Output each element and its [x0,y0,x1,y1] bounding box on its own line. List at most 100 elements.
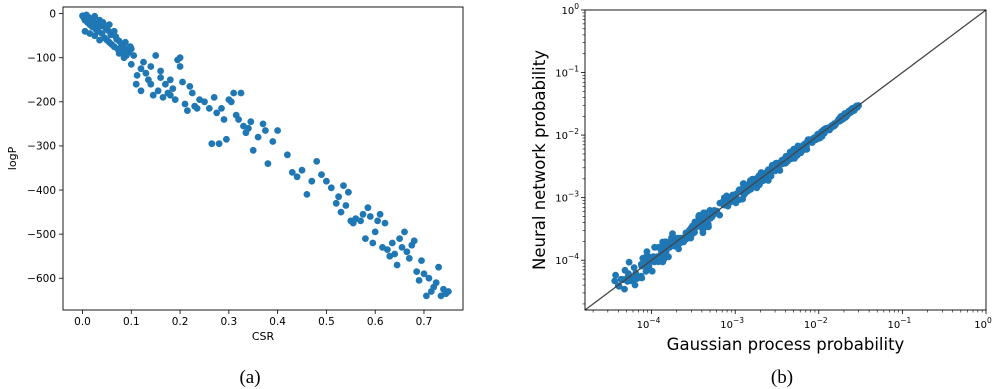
scatter-point [335,193,342,201]
scatter-point [638,274,646,282]
scatter-point [359,210,367,218]
scatter-point [695,212,703,219]
scatter-point [254,133,262,141]
scatter-point [393,261,401,269]
scatter-point [767,172,775,180]
scatter-point [137,65,145,73]
scatter-point [147,63,155,70]
scatter-point [130,52,138,59]
y-tick-label: −300 [27,141,56,153]
scatter-point [432,279,440,287]
scatter-point [201,98,208,106]
scatter-point [611,277,619,285]
scatter-point [357,217,364,225]
scatter-point [159,94,167,101]
scatter-point [423,292,430,300]
scatter-point [184,107,191,114]
scatter-point [676,239,684,247]
scatter-point [420,270,428,278]
panel-a: 0.0 0.1 0.2 0.3 0.4 0.5 0.6 0.7 0 −100 −200 −300 −40… [6,6,464,388]
x-tick-label: 0.4 [269,316,286,328]
scatter-point [120,54,128,62]
scatter-point [245,124,252,132]
scatter-point [152,52,160,59]
y-tick-label: −200 [27,97,56,109]
caption-b: (b) [771,367,793,388]
scatter-point [96,36,103,44]
scatter-point [147,80,155,88]
scatter-point [193,105,201,112]
scatter-point [115,49,123,57]
scatter-point [127,60,135,68]
plot-frame [62,6,464,311]
scatter-point [308,177,316,185]
scatter-point [274,127,281,134]
scatter-point [262,127,269,134]
scatter-point [418,257,425,264]
scatter-point [376,210,384,218]
scatter-point [140,58,147,66]
panel-b: 10−4 10−3 10−2 10−1 100 10−4 10−3 10−2 10−1 100 Ga… [530,2,992,388]
x-tick-label: 10−3 [720,316,744,331]
y-tick-label: 10−4 [555,252,579,267]
scatter-point [157,67,165,75]
x-tick-exponent: −3 [733,316,744,325]
scatter-point [318,171,325,179]
scatter-point [388,239,396,247]
y-tick-label: 0 [49,8,56,20]
scatter-point [133,72,141,79]
y-tick-exponent: −4 [568,252,579,261]
scatter-point [181,100,189,108]
scatter-point [701,209,709,217]
y-tick-label: 10−3 [555,190,579,205]
scatter-point [137,87,145,95]
scatter-point [157,74,165,81]
scatter-point [850,107,858,114]
scatter-point [337,208,345,216]
scatter-point [169,85,177,92]
scatter-point [235,116,243,123]
scatter-point [445,288,452,295]
x-tick-label: 0.1 [123,316,140,328]
scatter-point [410,237,418,245]
scatter-point [110,27,118,35]
scatter-point [215,140,223,148]
x-tick-label: 0.6 [367,316,384,328]
scatter-point [218,105,225,112]
scatter-point [345,188,352,196]
scatter-point [690,226,698,234]
x-tick-label: 10−1 [887,316,911,331]
scatter-point [127,45,135,53]
x-tick-label: 0.2 [172,316,189,328]
scatter-point [162,80,169,88]
scatter-point [405,255,413,262]
scatter-point [362,235,369,243]
y-tick-label: −100 [27,53,56,65]
scatter-point [413,268,421,275]
y-tick-exponent: −1 [568,65,579,74]
scatter-point [259,120,267,128]
scatter-point [642,268,650,275]
scatter-point [284,151,291,159]
scatter-point [366,213,374,220]
scatter-point [208,140,216,148]
y-tick-label: −600 [27,273,56,285]
scatter-point [639,254,647,262]
x-tick-exponent: −4 [649,316,660,325]
scatter-point [401,228,408,236]
scatter-point [675,245,682,253]
scatter-point [220,116,228,123]
y-axis-label: Neural network probability [530,50,549,270]
scatter-point [342,202,350,209]
scatter-point [396,235,403,243]
scatter-point [264,160,272,168]
scatter-point [699,229,707,237]
scatter-point [154,87,162,95]
scatter-point [122,38,129,46]
scatter-point [425,274,433,282]
scatter-point [739,180,747,188]
scatter-point [247,118,255,126]
scatter-point [615,282,623,290]
y-tick-exponent: −2 [568,127,579,136]
scatter-point [142,69,150,77]
